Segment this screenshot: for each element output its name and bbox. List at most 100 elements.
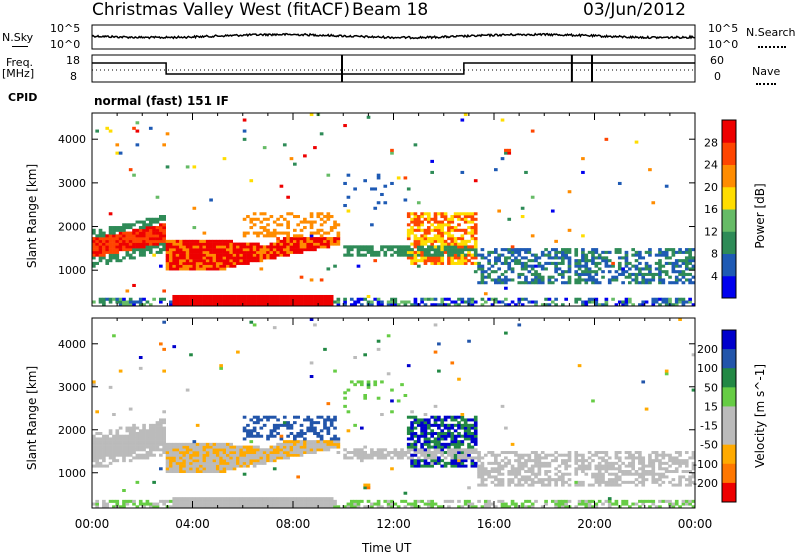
- heatmap-cell: [487, 253, 491, 257]
- heatmap-cell: [413, 459, 418, 463]
- heatmap-cell: [222, 300, 227, 304]
- vel-ytick-label-3: 4000: [58, 338, 86, 351]
- heatmap-cell: [524, 278, 528, 282]
- heatmap-cell: [155, 242, 160, 246]
- heatmap-cell: [567, 464, 572, 468]
- heatmap-cell: [447, 415, 451, 419]
- heatmap-cell: [641, 480, 646, 484]
- heatmap-cell: [148, 448, 153, 452]
- heatmap-cell: [112, 242, 116, 246]
- heatmap-cell: [574, 250, 579, 254]
- heatmap-cell: [286, 440, 290, 444]
- heatmap-cell: [617, 451, 622, 455]
- heatmap-cell: [135, 453, 140, 457]
- heatmap-cell: [581, 499, 585, 503]
- heatmap-cell: [329, 228, 334, 232]
- heatmap-cell: [473, 451, 478, 455]
- heatmap-cell: [279, 245, 284, 249]
- velocity-colorbar-frame: [721, 329, 737, 503]
- heatmap-cell: [500, 505, 505, 509]
- heatmap-cell: [192, 459, 197, 463]
- heatmap-cell: [497, 253, 501, 257]
- heatmap-cell: [410, 464, 414, 468]
- heatmap-cell: [671, 470, 676, 474]
- heatmap-cell: [453, 300, 458, 304]
- heatmap-cell: [467, 250, 471, 254]
- heatmap-cell: [534, 461, 538, 465]
- heatmap-cell: [162, 239, 166, 243]
- heatmap-cell: [316, 297, 321, 301]
- heatmap-cell: [450, 459, 455, 463]
- heatmap-cell: [671, 261, 676, 265]
- heatmap-cell: [671, 483, 676, 487]
- heatmap-cell: [430, 432, 434, 436]
- heatmap-cell: [544, 267, 548, 271]
- heatmap-cell: [145, 242, 150, 246]
- heatmap-cell: [356, 453, 361, 457]
- heatmap-cell: [155, 502, 160, 506]
- heatmap-cell: [581, 502, 585, 506]
- heatmap-cell: [467, 239, 471, 243]
- heatmap-cell: [222, 261, 227, 265]
- heatmap-cell: [507, 261, 512, 265]
- heatmap-cell: [624, 256, 629, 260]
- heatmap-cell: [537, 480, 542, 484]
- heatmap-cell: [460, 217, 465, 221]
- heatmap-cell: [229, 259, 233, 263]
- heatmap-cell: [125, 237, 130, 241]
- heatmap-cell: [396, 248, 401, 252]
- heatmap-cell: [256, 245, 260, 249]
- heatmap-cell: [664, 475, 669, 479]
- heatmap-cell: [333, 415, 337, 419]
- heatmap-cell: [467, 231, 471, 235]
- heatmap-cell: [92, 502, 96, 506]
- heatmap-cell: [266, 448, 270, 452]
- heatmap-cell: [195, 294, 200, 299]
- heatmap-cell: [165, 499, 170, 503]
- heatmap-cell: [470, 437, 475, 441]
- heatmap-cell: [561, 472, 565, 476]
- heatmap-cell: [641, 300, 646, 304]
- heatmap-cell: [262, 234, 267, 238]
- heatmap-cell: [427, 437, 431, 441]
- heatmap-cell: [517, 297, 522, 301]
- heatmap-cell: [453, 415, 458, 419]
- heatmap-cell: [597, 472, 602, 476]
- heatmap-cell: [252, 505, 257, 509]
- heatmap-cell: [189, 261, 193, 265]
- heatmap-cell: [303, 303, 307, 307]
- heatmap-cell: [115, 432, 120, 436]
- heatmap-cell: [108, 442, 113, 446]
- heatmap-cell: [691, 353, 696, 357]
- heatmap-cell: [215, 451, 220, 455]
- heatmap-cell: [497, 480, 501, 484]
- heatmap-cell: [356, 448, 361, 452]
- heatmap-cell: [259, 231, 264, 235]
- heatmap-cell: [128, 237, 133, 241]
- heatmap-cell: [430, 423, 434, 427]
- heatmap-cell: [199, 445, 203, 449]
- heatmap-cell: [212, 294, 217, 299]
- heatmap-cell: [296, 502, 300, 506]
- heatmap-cell: [336, 442, 341, 446]
- heatmap-cell: [118, 451, 123, 455]
- heatmap-cell: [413, 143, 418, 147]
- heatmap-cell: [520, 297, 525, 301]
- heatmap-cell: [510, 478, 515, 482]
- heatmap-cell: [286, 502, 290, 506]
- heatmap-cell: [152, 234, 156, 238]
- heatmap-cell: [390, 253, 394, 257]
- heatmap-cell: [664, 300, 669, 304]
- heatmap-cell: [95, 242, 99, 246]
- heatmap-cell: [303, 497, 307, 501]
- heatmap-cell: [577, 459, 582, 463]
- heatmap-cell: [199, 242, 203, 246]
- heatmap-cell: [185, 250, 190, 254]
- heatmap-cell: [192, 206, 197, 210]
- heatmap-cell: [125, 234, 130, 238]
- heatmap-cell: [309, 505, 314, 509]
- heatmap-cell: [125, 223, 130, 227]
- heatmap-cell: [165, 461, 170, 465]
- heatmap-cell: [648, 461, 652, 465]
- heatmap-cell: [450, 442, 455, 446]
